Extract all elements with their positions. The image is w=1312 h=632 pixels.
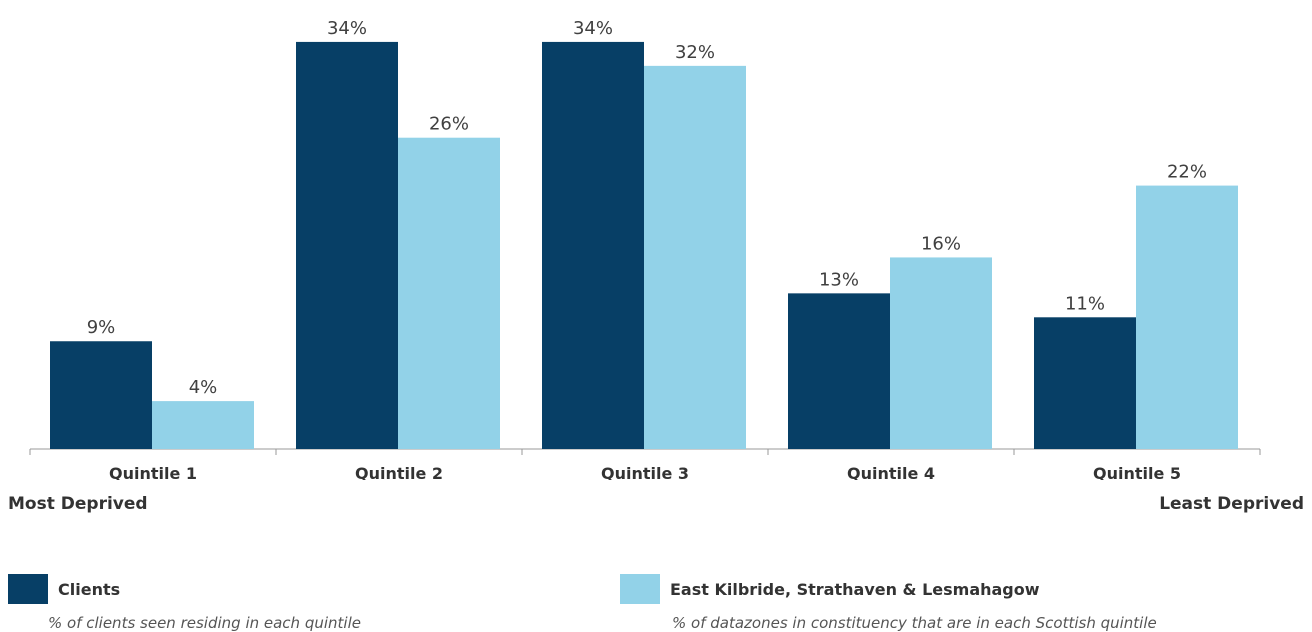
- legend-description-constituency: % of datazones in constituency that are …: [672, 614, 1157, 632]
- legend-swatch-constituency: [620, 574, 660, 604]
- data-label-constituency-q5: 22%: [1167, 162, 1207, 183]
- bar-chart: 9% 4% Quintile 1 34% 26% Quintile 2 34% 32% Quin…: [29, 18, 1261, 480]
- legend-description-clients: % of clients seen residing in each quint…: [48, 614, 361, 632]
- data-label-clients-q3: 34%: [573, 18, 613, 39]
- bar-clients-q4: [788, 293, 890, 449]
- data-label-constituency-q3: 32%: [675, 42, 715, 63]
- data-label-clients-q1: 9%: [87, 317, 116, 338]
- data-label-clients-q4: 13%: [819, 269, 859, 290]
- bar-clients-q2: [296, 41, 398, 450]
- x-tick-label: Quintile 1: [109, 464, 197, 480]
- x-tick-label: Quintile 5: [1093, 464, 1181, 480]
- bar-constituency-q1: [152, 401, 254, 449]
- bar-constituency-q5: [1136, 185, 1238, 449]
- data-label-constituency-q4: 16%: [921, 233, 961, 254]
- x-tick-label: Quintile 2: [355, 464, 443, 480]
- bar-constituency-q4: [890, 257, 992, 449]
- bar-constituency-q3: [644, 65, 746, 449]
- data-label-clients-q2: 34%: [327, 18, 367, 39]
- data-label-constituency-q1: 4%: [189, 377, 218, 398]
- bar-constituency-q2: [398, 137, 500, 449]
- legend-label-constituency: East Kilbride, Strathaven & Lesmahagow: [670, 580, 1040, 599]
- axis-end-label-most-deprived: Most Deprived: [8, 494, 148, 514]
- axis-end-label-least-deprived: Least Deprived: [1159, 494, 1304, 514]
- data-label-clients-q5: 11%: [1065, 293, 1105, 314]
- legend-label-clients: Clients: [58, 580, 121, 599]
- bar-clients-q1: [50, 341, 152, 449]
- x-tick-label: Quintile 3: [601, 464, 689, 480]
- bar-clients-q5: [1034, 317, 1136, 449]
- x-tick-label: Quintile 4: [847, 464, 935, 480]
- bar-clients-q3: [542, 41, 644, 450]
- data-label-constituency-q2: 26%: [429, 114, 469, 135]
- legend-swatch-clients: [8, 574, 48, 604]
